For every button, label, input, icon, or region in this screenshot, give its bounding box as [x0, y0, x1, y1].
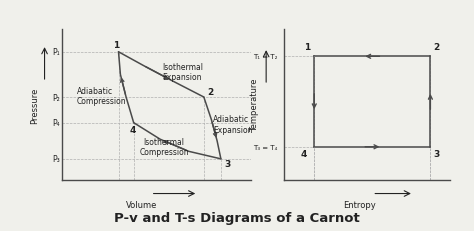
Text: T₁ = T₂: T₁ = T₂	[253, 54, 278, 60]
Text: Pressure: Pressure	[31, 87, 39, 123]
Text: Temperature: Temperature	[250, 79, 259, 132]
Text: P-v and T-s Diagrams of a Carnot: P-v and T-s Diagrams of a Carnot	[114, 211, 360, 224]
Text: Adiabatic
Expansion: Adiabatic Expansion	[213, 115, 253, 134]
Text: P₂: P₂	[52, 93, 60, 102]
Text: Adiabatic
Compression: Adiabatic Compression	[77, 86, 127, 106]
Text: 2: 2	[208, 88, 214, 97]
Text: P₃: P₃	[52, 155, 60, 164]
Text: Isothermal
Compression: Isothermal Compression	[139, 137, 189, 157]
Text: 1: 1	[304, 43, 310, 52]
Text: 3: 3	[434, 149, 440, 158]
Text: 3: 3	[225, 160, 231, 169]
Text: Entropy: Entropy	[343, 200, 375, 209]
Text: Volume: Volume	[126, 200, 157, 209]
Text: Isothermal
Expansion: Isothermal Expansion	[162, 62, 203, 82]
Text: 4: 4	[130, 125, 136, 134]
Text: T₃ = T₄: T₃ = T₄	[254, 144, 278, 150]
Text: P₁: P₁	[52, 48, 60, 57]
Text: 1: 1	[113, 41, 119, 50]
Text: 4: 4	[301, 149, 307, 158]
Text: 2: 2	[434, 43, 440, 52]
Text: P₄: P₄	[52, 119, 60, 128]
